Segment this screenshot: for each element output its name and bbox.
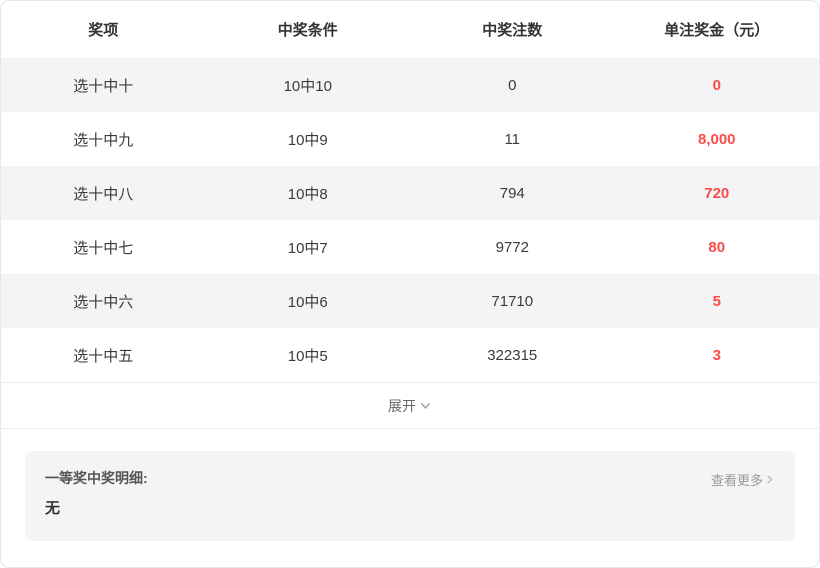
amount-cell: 5 [712, 292, 721, 310]
condition-cell: 10中7 [287, 239, 328, 257]
expand-label: 展开 [388, 397, 416, 414]
condition-cell: 10中10 [283, 77, 332, 95]
amount-cell: 0 [712, 76, 721, 94]
count-cell: 0 [508, 76, 517, 94]
prize-cell: 选十中五 [73, 347, 134, 365]
chevron-down-icon [419, 399, 432, 412]
first-prize-detail-section: 一等奖中奖明细: 无 查看更多 [1, 429, 819, 563]
detail-text-block: 一等奖中奖明细: 无 [45, 468, 148, 519]
prize-cell: 选十中九 [73, 131, 134, 149]
count-cell: 11 [504, 130, 521, 148]
prize-cell: 选十中十 [73, 77, 134, 95]
condition-cell: 10中6 [287, 293, 328, 311]
header-count: 中奖注数 [482, 22, 543, 39]
table-row: 选十中八 10中8 794 720 [1, 166, 819, 220]
condition-cell: 10中5 [287, 347, 328, 365]
header-condition: 中奖条件 [277, 22, 338, 39]
view-more-label: 查看更多 [710, 473, 763, 488]
chevron-right-icon [764, 474, 775, 485]
header-prize: 奖项 [88, 22, 119, 39]
table-row: 选十中十 10中10 0 0 [1, 58, 819, 112]
prize-cell: 选十中七 [73, 239, 134, 257]
table-row: 选十中六 10中6 71710 5 [1, 274, 819, 328]
detail-title: 一等奖中奖明细: [45, 470, 148, 486]
amount-cell: 3 [712, 346, 721, 364]
amount-cell: 720 [704, 184, 730, 202]
header-amount: 单注奖金（元） [664, 22, 770, 39]
table-row: 选十中七 10中7 9772 80 [1, 220, 819, 274]
count-cell: 322315 [487, 346, 538, 364]
amount-cell: 8,000 [697, 130, 736, 148]
detail-value: 无 [45, 500, 61, 517]
table-row: 选十中五 10中5 322315 3 [1, 328, 819, 382]
condition-cell: 10中9 [287, 131, 328, 149]
table-header-row: 奖项 中奖条件 中奖注数 单注奖金（元） [1, 1, 819, 58]
first-prize-detail-box: 一等奖中奖明细: 无 查看更多 [25, 451, 795, 541]
prize-cell: 选十中八 [73, 185, 134, 203]
count-cell: 71710 [491, 292, 534, 310]
view-more-link[interactable]: 查看更多 [711, 470, 775, 489]
count-cell: 794 [499, 184, 525, 202]
count-cell: 9772 [495, 238, 529, 256]
condition-cell: 10中8 [287, 185, 328, 203]
prize-cell: 选十中六 [73, 293, 134, 311]
table-row: 选十中九 10中9 11 8,000 [1, 112, 819, 166]
expand-button[interactable]: 展开 [1, 382, 819, 429]
amount-cell: 80 [708, 238, 726, 256]
